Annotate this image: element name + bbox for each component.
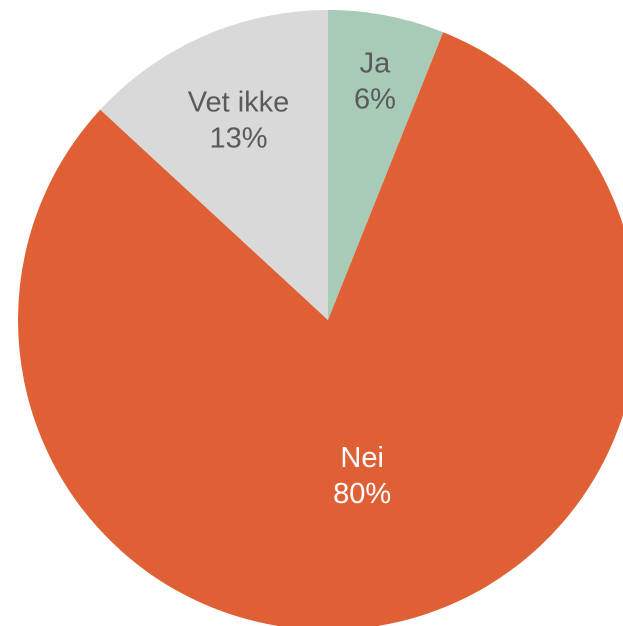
pie-slice-nei	[18, 32, 623, 626]
pie-label-ja: Ja	[360, 47, 392, 79]
pie-label-nei: Nei	[340, 442, 384, 474]
pie-slice-ja	[328, 10, 444, 320]
pie-slices	[18, 9, 623, 626]
pie-value-vet-ikke: 13%	[209, 123, 267, 155]
pie-value-ja: 6%	[354, 83, 396, 115]
pie-slice-vet-ikke	[100, 9, 328, 320]
pie-label-vet-ikke: Vet ikke	[188, 87, 290, 119]
pie-labels: Ja 6% Nei 80% Vet ikke 13%	[188, 47, 396, 510]
pie-value-nei: 80%	[333, 478, 391, 510]
